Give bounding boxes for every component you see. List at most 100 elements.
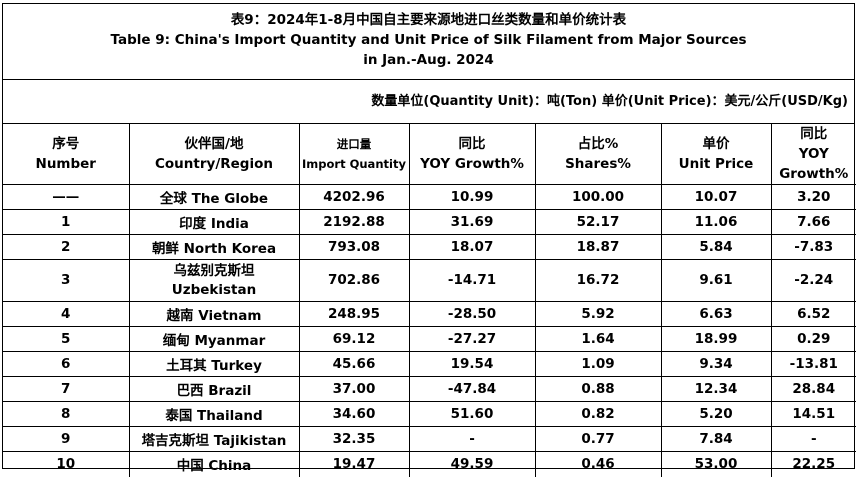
data-table: 序号 Number 伙伴国/地 Country/Region 进口量 Import Q… [3, 124, 856, 477]
table-row: 10 中国 China 19.47 49.59 0.46 53.00 22.25 [3, 451, 856, 477]
cell-quantity-yoy: - [408, 426, 536, 452]
table-row: 4 越南 Vietnam 248.95 -28.50 5.92 6.63 6.5… [3, 301, 856, 327]
cell-number: 10 [3, 451, 130, 477]
cell-price-yoy: -7.83 [770, 234, 856, 260]
header-qty-yoy: 同比 YOY Growth% [408, 124, 536, 185]
header-country: 伙伴国/地 Country/Region [128, 124, 300, 185]
header-import-quantity: 进口量 Import Quantity [298, 124, 410, 185]
cell-unit-price: 10.07 [660, 184, 772, 210]
cell-unit-price: 6.63 [660, 301, 772, 327]
cell-unit-price: 7.84 [660, 426, 772, 452]
cell-quantity-yoy: 51.60 [408, 401, 536, 427]
table-row: 3 乌兹别克斯坦 Uzbekistan 702.86 -14.71 16.72 … [3, 259, 856, 302]
cell-unit-price: 5.20 [660, 401, 772, 427]
cell-share: 100.00 [534, 184, 662, 210]
table-row: —— 全球 The Globe 4202.96 10.99 100.00 10.… [3, 184, 856, 210]
cell-number: 9 [3, 426, 130, 452]
cell-price-yoy: 7.66 [770, 209, 856, 235]
cell-share: 0.46 [534, 451, 662, 477]
cell-price-yoy: -2.24 [770, 259, 856, 302]
cell-quantity-yoy: 31.69 [408, 209, 536, 235]
cell-country: 越南 Vietnam [128, 301, 300, 327]
country-name-cn: 乌兹别克斯坦 [173, 262, 255, 279]
cell-unit-price: 53.00 [660, 451, 772, 477]
cell-price-yoy: 14.51 [770, 401, 856, 427]
cell-quantity-yoy: 49.59 [408, 451, 536, 477]
cell-quantity-yoy: 19.54 [408, 351, 536, 377]
header-price-yoy: 同比 YOY Growth% [770, 124, 856, 185]
cell-quantity-yoy: -14.71 [408, 259, 536, 302]
cell-unit-price: 9.61 [660, 259, 772, 302]
table-row: 1 印度 India 2192.88 31.69 52.17 11.06 7.6… [3, 209, 856, 235]
cell-number: 4 [3, 301, 130, 327]
cell-price-yoy: 0.29 [770, 326, 856, 352]
country-name-en: Uzbekistan [171, 281, 257, 298]
cell-number: —— [3, 184, 130, 210]
cell-quantity-yoy: -27.27 [408, 326, 536, 352]
cell-share: 5.92 [534, 301, 662, 327]
cell-price-yoy: 22.25 [770, 451, 856, 477]
cell-unit-price: 9.34 [660, 351, 772, 377]
cell-number: 3 [3, 259, 130, 302]
cell-quantity: 4202.96 [298, 184, 410, 210]
cell-price-yoy: 3.20 [770, 184, 856, 210]
cell-quantity: 793.08 [298, 234, 410, 260]
cell-quantity-yoy: -47.84 [408, 376, 536, 402]
cell-quantity: 34.60 [298, 401, 410, 427]
cell-number: 8 [3, 401, 130, 427]
cell-share: 18.87 [534, 234, 662, 260]
table-row: 8 泰国 Thailand 34.60 51.60 0.82 5.20 14.5… [3, 401, 856, 427]
cell-country: 朝鲜 North Korea [128, 234, 300, 260]
cell-number: 6 [3, 351, 130, 377]
statistics-table-frame: 表9：2024年1-8月中国自主要来源地进口丝类数量和单价统计表 Table 9… [2, 3, 856, 477]
cell-quantity: 2192.88 [298, 209, 410, 235]
header-unit-price: 单价 Unit Price [660, 124, 772, 185]
cell-country: 全球 The Globe [128, 184, 300, 210]
cell-country: 土耳其 Turkey [128, 351, 300, 377]
cell-unit-price: 18.99 [660, 326, 772, 352]
cell-quantity: 19.47 [298, 451, 410, 477]
cell-quantity: 32.35 [298, 426, 410, 452]
table-title: 表9：2024年1-8月中国自主要来源地进口丝类数量和单价统计表 Table 9… [3, 4, 854, 80]
table-row: 2 朝鲜 North Korea 793.08 18.07 18.87 5.84… [3, 234, 856, 260]
title-english-line1: Table 9: China's Import Quantity and Uni… [110, 32, 747, 48]
units-note: 数量单位(Quantity Unit)：吨(Ton) 单价(Unit Price… [3, 80, 854, 124]
cell-quantity: 45.66 [298, 351, 410, 377]
header-number: 序号 Number [3, 124, 130, 185]
cell-country: 泰国 Thailand [128, 401, 300, 427]
cell-quantity-yoy: 18.07 [408, 234, 536, 260]
cell-number: 7 [3, 376, 130, 402]
title-chinese: 表9：2024年1-8月中国自主要来源地进口丝类数量和单价统计表 [230, 12, 627, 28]
cell-country: 乌兹别克斯坦 Uzbekistan [128, 259, 300, 302]
cell-country: 印度 India [128, 209, 300, 235]
title-english-line2: in Jan.-Aug. 2024 [363, 52, 494, 68]
cell-quantity-yoy: -28.50 [408, 301, 536, 327]
cell-price-yoy: 28.84 [770, 376, 856, 402]
cell-share: 1.09 [534, 351, 662, 377]
cell-country: 中国 China [128, 451, 300, 477]
cell-unit-price: 11.06 [660, 209, 772, 235]
cell-share: 1.64 [534, 326, 662, 352]
table-row: 5 缅甸 Myanmar 69.12 -27.27 1.64 18.99 0.2… [3, 326, 856, 352]
cell-price-yoy: -13.81 [770, 351, 856, 377]
cell-price-yoy: 6.52 [770, 301, 856, 327]
table-row: 6 土耳其 Turkey 45.66 19.54 1.09 9.34 -13.8… [3, 351, 856, 377]
cell-quantity: 702.86 [298, 259, 410, 302]
cell-quantity-yoy: 10.99 [408, 184, 536, 210]
cell-price-yoy: - [770, 426, 856, 452]
table-row: 9 塔吉克斯坦 Tajikistan 32.35 - 0.77 7.84 - [3, 426, 856, 452]
header-row: 序号 Number 伙伴国/地 Country/Region 进口量 Import Q… [3, 124, 856, 185]
cell-country: 巴西 Brazil [128, 376, 300, 402]
cell-share: 16.72 [534, 259, 662, 302]
cell-country: 缅甸 Myanmar [128, 326, 300, 352]
cell-share: 0.77 [534, 426, 662, 452]
cell-unit-price: 12.34 [660, 376, 772, 402]
cell-quantity: 248.95 [298, 301, 410, 327]
cell-unit-price: 5.84 [660, 234, 772, 260]
cell-quantity: 69.12 [298, 326, 410, 352]
cell-number: 1 [3, 209, 130, 235]
cell-country: 塔吉克斯坦 Tajikistan [128, 426, 300, 452]
table-row: 7 巴西 Brazil 37.00 -47.84 0.88 12.34 28.8… [3, 376, 856, 402]
header-shares: 占比% Shares% [534, 124, 662, 185]
cell-quantity: 37.00 [298, 376, 410, 402]
